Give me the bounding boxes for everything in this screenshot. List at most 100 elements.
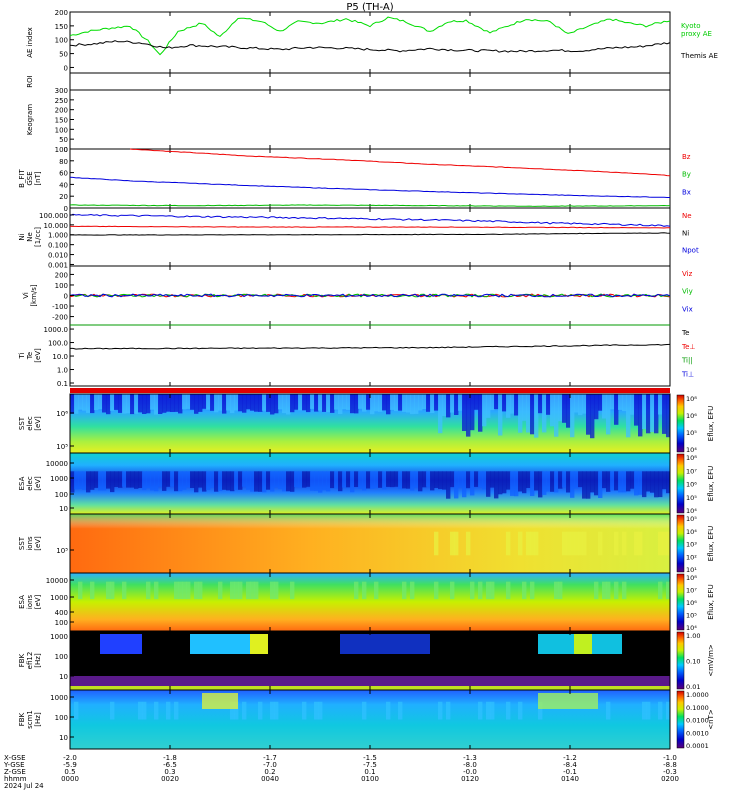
spectrogram-cell (430, 394, 435, 413)
spectrogram-cell (318, 701, 323, 720)
spectrogram-cell (226, 394, 231, 411)
ae-panel (69, 11, 671, 74)
spectrogram-cell (198, 581, 203, 600)
series-line-vix (69, 293, 671, 298)
y-tick-label: 1000 (50, 694, 68, 702)
legend-entry: Themis AE (680, 52, 718, 60)
spectrogram-cell (526, 531, 531, 556)
x-tick-label: -7.0 (263, 761, 277, 769)
spectrogram-cell (454, 394, 459, 415)
spectrogram-cell (446, 471, 451, 499)
esa_i-spectrogram (70, 573, 670, 631)
y-axis-label: [Hz] (34, 712, 42, 727)
y-axis-label: [eV] (34, 536, 42, 551)
y-tick-label: 50 (59, 136, 68, 144)
y-axis-label: [eV] (34, 348, 42, 363)
colorbar-tick-label: 10³ (686, 541, 697, 549)
spectrogram-band (70, 676, 670, 686)
spectrogram-cell (246, 581, 251, 600)
y-tick-label: 1000 (50, 594, 68, 602)
colorbar-tick-label: 0.10 (686, 658, 700, 666)
spectrogram-cell (210, 394, 215, 411)
spectrogram-cell (234, 394, 239, 411)
spectrogram-cell (474, 471, 479, 487)
spectrogram-cell (290, 394, 295, 413)
spectrogram-cell (650, 394, 655, 432)
spectrogram-cell (610, 394, 615, 410)
spectrogram-cell (166, 471, 171, 487)
spectrogram-cell (598, 394, 603, 411)
y-axis-label: ions (26, 594, 34, 609)
spectrogram-cell (106, 581, 111, 600)
spectrogram-cell (250, 581, 255, 600)
spectrogram-cell (494, 471, 499, 499)
spectrogram-cell (446, 394, 451, 418)
y-tick-label: 150 (55, 23, 68, 31)
spectrogram-cell (370, 394, 375, 415)
x-tick-label: 0020 (161, 775, 179, 783)
spectrogram-cell (234, 701, 239, 720)
colorbar-tick-label: 1.0000 (686, 691, 709, 699)
y-axis-label: B_FIT (18, 168, 26, 187)
spectrogram-cell (246, 394, 251, 410)
legend-entry: Vix (682, 305, 693, 313)
x-tick-label: -1.8 (163, 754, 177, 762)
series-line-npot (69, 213, 671, 227)
spectrogram-cell (406, 394, 411, 413)
spectrogram-cell (530, 531, 535, 556)
spectrogram-cell (186, 581, 191, 600)
spectrogram-cell (502, 471, 507, 494)
spectrogram-cell (386, 394, 391, 415)
spectrogram-cell (142, 471, 147, 491)
spectrogram-cell (566, 471, 571, 493)
spectrogram-cell (574, 531, 579, 556)
series-line-te (70, 343, 671, 350)
spectrogram-cell (438, 701, 443, 720)
temperature-panel (69, 324, 671, 387)
colorbar-tick-label: 10⁶ (686, 599, 697, 607)
spectrogram-cell (490, 471, 495, 488)
keogram-panel (69, 89, 671, 150)
x-tick-label: 0.3 (164, 768, 175, 776)
spectrogram-cell (94, 471, 99, 488)
spectrogram-cell (378, 471, 383, 488)
y-axis-label: ROI (26, 75, 34, 87)
spectrogram-cell (614, 471, 619, 491)
spectrogram-cell (442, 394, 447, 416)
spectrogram-cell (298, 471, 303, 488)
colorbar-tick-label: 10⁴ (686, 624, 697, 632)
spectrogram-cell (578, 471, 583, 488)
spectrogram-cell (286, 471, 291, 492)
spectrogram-cell (630, 471, 635, 489)
y-tick-label: 10000 (46, 460, 68, 468)
spectrogram-cell (562, 471, 567, 488)
y-axis-label: Vi (22, 292, 30, 299)
spectrogram-cell (466, 394, 471, 437)
spectrogram-cell (102, 394, 107, 413)
spectrogram-cell (278, 394, 283, 410)
spectrogram-cell (606, 394, 611, 435)
spectrogram-cell (646, 701, 651, 720)
spectrogram-cell (658, 394, 663, 415)
spectrogram-cell (258, 701, 263, 720)
x-tick-label: 0040 (261, 775, 279, 783)
spectrogram-cell (338, 471, 343, 492)
spectrogram-cell (470, 394, 475, 431)
spectrogram-cell (374, 471, 379, 489)
y-tick-label: 300 (55, 87, 68, 95)
y-tick-label: 10 (59, 673, 68, 681)
spectrogram-cell (570, 531, 575, 556)
spectrogram-cell (402, 471, 407, 489)
spectrogram-cell (126, 394, 131, 414)
spectrogram-cell (98, 471, 103, 491)
spectrogram-cell (186, 394, 191, 409)
spectrogram-cell (574, 394, 579, 413)
y-axis-label: Ti (18, 352, 26, 359)
spectrogram-cell (74, 701, 79, 720)
spectrogram-cell (174, 581, 179, 600)
spectrogram-cell (666, 394, 671, 438)
spectrogram-cell (558, 471, 563, 489)
spectrogram-cell (142, 701, 147, 720)
spectrogram-cell (118, 394, 123, 413)
spectrogram-cell (334, 471, 339, 489)
